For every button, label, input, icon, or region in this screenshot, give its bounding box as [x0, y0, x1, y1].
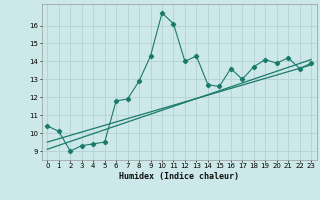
X-axis label: Humidex (Indice chaleur): Humidex (Indice chaleur) [119, 172, 239, 181]
